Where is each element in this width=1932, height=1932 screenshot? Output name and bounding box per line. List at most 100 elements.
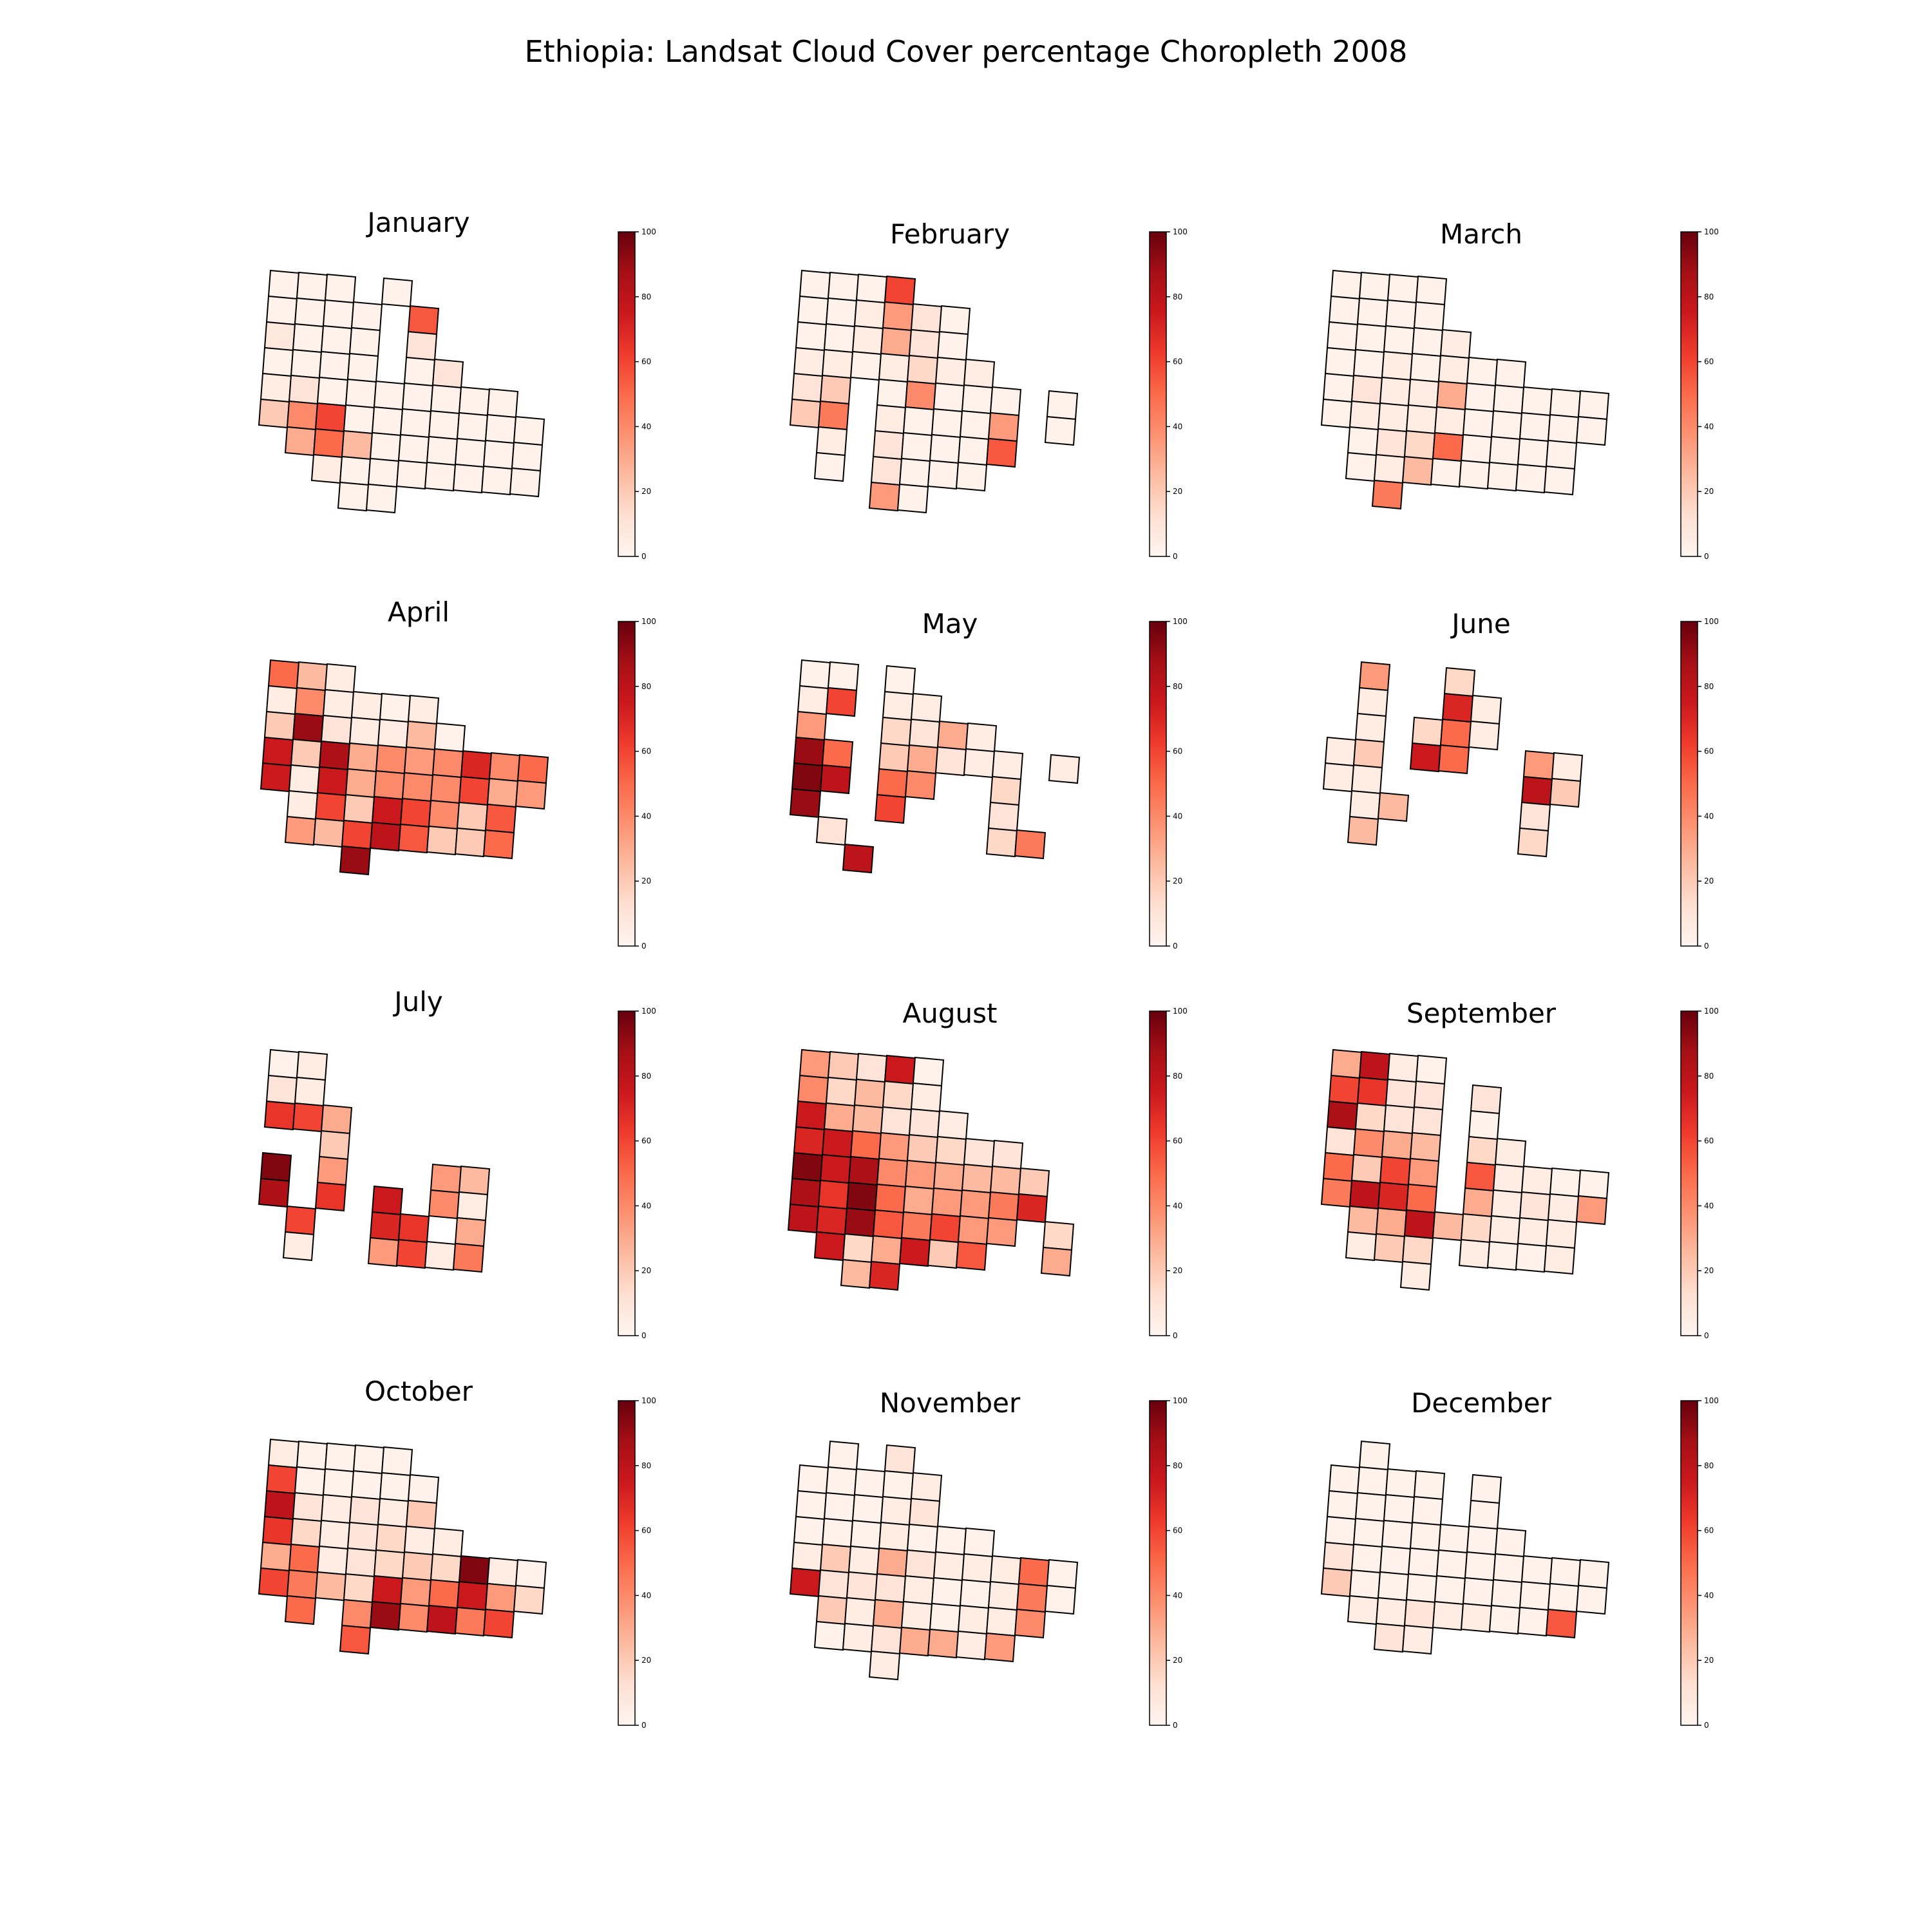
tile-december-r5-c3: [1405, 1573, 1438, 1604]
tile-august-r5-c1: [817, 1179, 850, 1210]
colorbar-tick-label: 40: [641, 1201, 651, 1210]
tile-april-r5-c5: [399, 797, 432, 828]
tile-september-r3-c2: [1381, 1130, 1414, 1160]
tile-september-r6-c3: [1403, 1209, 1436, 1240]
tile-september-r0-c0: [1330, 1048, 1363, 1079]
tile-april-r4-c8: [486, 777, 519, 808]
tile-february-r2-c1: [823, 323, 856, 354]
tile-september-r5-c8: [1547, 1193, 1580, 1224]
tile-december-r1-c0: [1328, 1464, 1361, 1495]
tile-june-r2-c3: [1411, 716, 1444, 747]
tile-november-r5-c6: [959, 1578, 992, 1609]
tile-february-r3-c2: [849, 350, 882, 381]
tile-december-r1-c2: [1385, 1468, 1417, 1499]
tile-december-r4-c4: [1435, 1549, 1468, 1580]
tile-may-r2-c3: [880, 716, 913, 747]
tile-march-r5-c8: [1547, 413, 1580, 444]
tile-july-r5-c6: [428, 1189, 460, 1220]
tile-may-r2-c5: [936, 720, 969, 751]
tile-june-r4-c8: [1549, 777, 1582, 808]
tile-august-r4-c3: [876, 1157, 909, 1188]
tile-july-r4-c2: [316, 1155, 349, 1186]
tile-april-r4-c7: [458, 775, 491, 806]
tile-november-r4-c2: [848, 1545, 880, 1576]
tile-august-r6-c1: [815, 1205, 848, 1236]
tile-october-r6-c8: [482, 1608, 515, 1639]
tile-march-r4-c0: [1322, 372, 1355, 403]
tile-october-r5-c9: [513, 1584, 545, 1615]
tile-august-r7-c1: [813, 1231, 846, 1262]
colorbar-gradient: [618, 1011, 635, 1336]
tile-november-r5-c3: [874, 1573, 907, 1604]
tile-august-r4-c2: [848, 1155, 880, 1186]
tile-october-r6-c3: [341, 1598, 374, 1629]
colorbar-tick-label: 60: [1704, 357, 1714, 366]
colorbar-january: 0 20 40 60 80 100: [618, 227, 656, 561]
tile-june-r5-c1: [1349, 790, 1381, 820]
tile-april-r0-c1: [296, 661, 328, 692]
tile-october-r4-c7: [458, 1555, 491, 1586]
tile-april-r4-c0: [260, 762, 292, 793]
tile-march-r4-c3: [1407, 378, 1440, 409]
tile-march-r6-c5: [1460, 433, 1493, 464]
tile-september-r2-c1: [1354, 1102, 1387, 1133]
tile-july-r6-c5: [397, 1213, 430, 1244]
tile-september-r7-c8: [1543, 1244, 1576, 1275]
colorbar-tick-label: 40: [641, 422, 651, 431]
tile-october-r4-c4: [373, 1549, 406, 1580]
tile-january-r0-c2: [324, 273, 357, 304]
tile-february-r4-c5: [933, 382, 965, 413]
tile-january-r1-c3: [350, 301, 383, 332]
tile-august-r4-c0: [791, 1151, 824, 1182]
tile-july-r6-c1: [284, 1205, 317, 1236]
tile-april-r5-c7: [456, 801, 489, 832]
tile-february-r0-c3: [884, 275, 916, 306]
tile-may-r5-c7: [987, 801, 1020, 832]
tile-february-r2-c3: [880, 327, 913, 357]
tile-november-r2-c4: [908, 1497, 941, 1528]
tile-august-r3-c0: [793, 1126, 826, 1157]
tile-april-r5-c4: [371, 795, 404, 826]
tile-august-r7-c3: [870, 1235, 903, 1265]
tile-january-r5-c0: [258, 398, 290, 429]
tile-march-r2-c1: [1354, 323, 1387, 354]
tile-may-r4-c0: [791, 762, 824, 793]
tile-august-r5-c2: [846, 1181, 878, 1212]
tile-march-r7-c8: [1543, 465, 1576, 496]
tile-september-r2-c0: [1326, 1100, 1359, 1131]
colorbar-tick-label: 40: [641, 811, 651, 820]
tile-april-r0-c2: [324, 663, 357, 694]
colorbar-tick-label: 80: [1173, 292, 1182, 301]
tile-january-r7-c9: [509, 467, 542, 498]
tile-october-r3-c2: [318, 1519, 351, 1550]
tile-july-r0-c0: [267, 1048, 300, 1079]
tile-august-r0-c2: [855, 1052, 888, 1083]
tile-october-r3-c6: [431, 1527, 464, 1558]
tile-april-r6-c5: [397, 823, 430, 854]
tile-april-r6-c7: [454, 827, 487, 858]
colorbar-tick-label: 20: [1173, 1656, 1182, 1665]
tile-june-r3-c7: [1522, 750, 1555, 781]
panel-may: May 0 20 40 60 80 100: [789, 608, 1188, 951]
tile-november-r2-c3: [880, 1495, 913, 1526]
tile-september-r6-c7: [1517, 1217, 1549, 1247]
tile-september-r4-c0: [1322, 1151, 1355, 1182]
tile-march-r5-c3: [1405, 404, 1438, 435]
tile-march-r2-c3: [1411, 327, 1444, 357]
tile-july-r3-c2: [318, 1130, 351, 1160]
tile-october-r3-c4: [375, 1523, 408, 1554]
tile-january-r0-c4: [381, 277, 413, 308]
tile-january-r6-c9: [511, 441, 544, 472]
tile-november-r5-c2: [846, 1571, 878, 1602]
tile-october-r5-c4: [371, 1575, 404, 1605]
colorbar-tick-label: 60: [641, 747, 651, 756]
colorbar-tick-label: 80: [641, 1072, 651, 1081]
tile-may-r5-c0: [789, 788, 822, 819]
tile-october-r6-c6: [426, 1604, 459, 1635]
tile-october-r4-c2: [316, 1545, 349, 1576]
tile-may-r3-c7: [991, 750, 1024, 781]
tile-march-r4-c1: [1350, 374, 1383, 405]
tile-august-r8-c2: [840, 1258, 873, 1289]
tile-may-r1-c3: [882, 690, 914, 721]
tile-february-r6-c5: [929, 433, 961, 464]
